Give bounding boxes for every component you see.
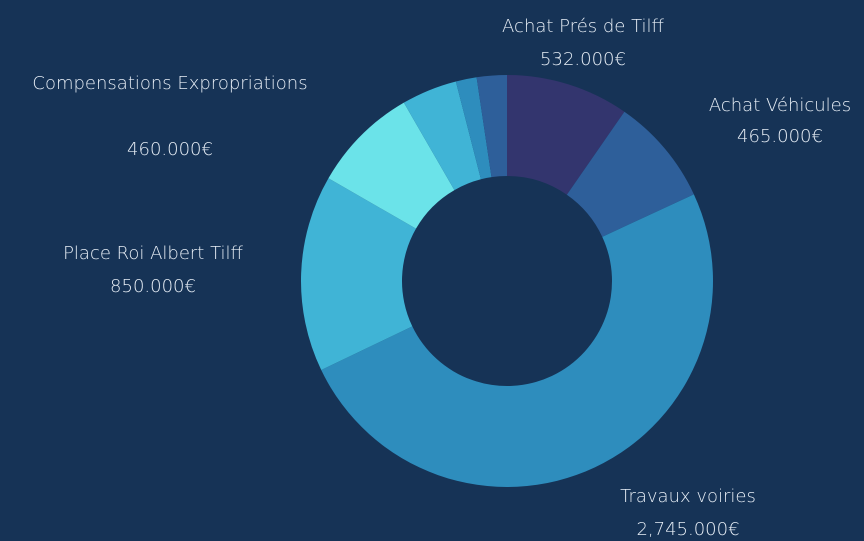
donut-slice (321, 194, 713, 487)
donut-slice (403, 81, 481, 191)
slice-value-label: 2,745.000€ (636, 519, 739, 540)
donut-slice (476, 75, 507, 178)
slice-value-label: 850.000€ (110, 276, 196, 297)
slice-label: Place Roi Albert Tilff (63, 243, 243, 264)
donut-slice (507, 75, 625, 195)
donut-slice (328, 102, 455, 229)
donut-slice (566, 111, 694, 237)
donut-slice (301, 178, 416, 371)
slice-value-label: 465.000€ (737, 126, 823, 147)
slice-label: Achat Prés de Tilff (502, 16, 664, 37)
slice-value-label: 532.000€ (540, 49, 626, 70)
slice-value-label: 460.000€ (127, 139, 213, 160)
donut-slice (455, 77, 492, 180)
slice-label: Compensations Expropriations (32, 73, 307, 94)
slice-label: Achat Véhicules (709, 95, 851, 116)
slice-label: Travaux voiries (620, 486, 756, 507)
